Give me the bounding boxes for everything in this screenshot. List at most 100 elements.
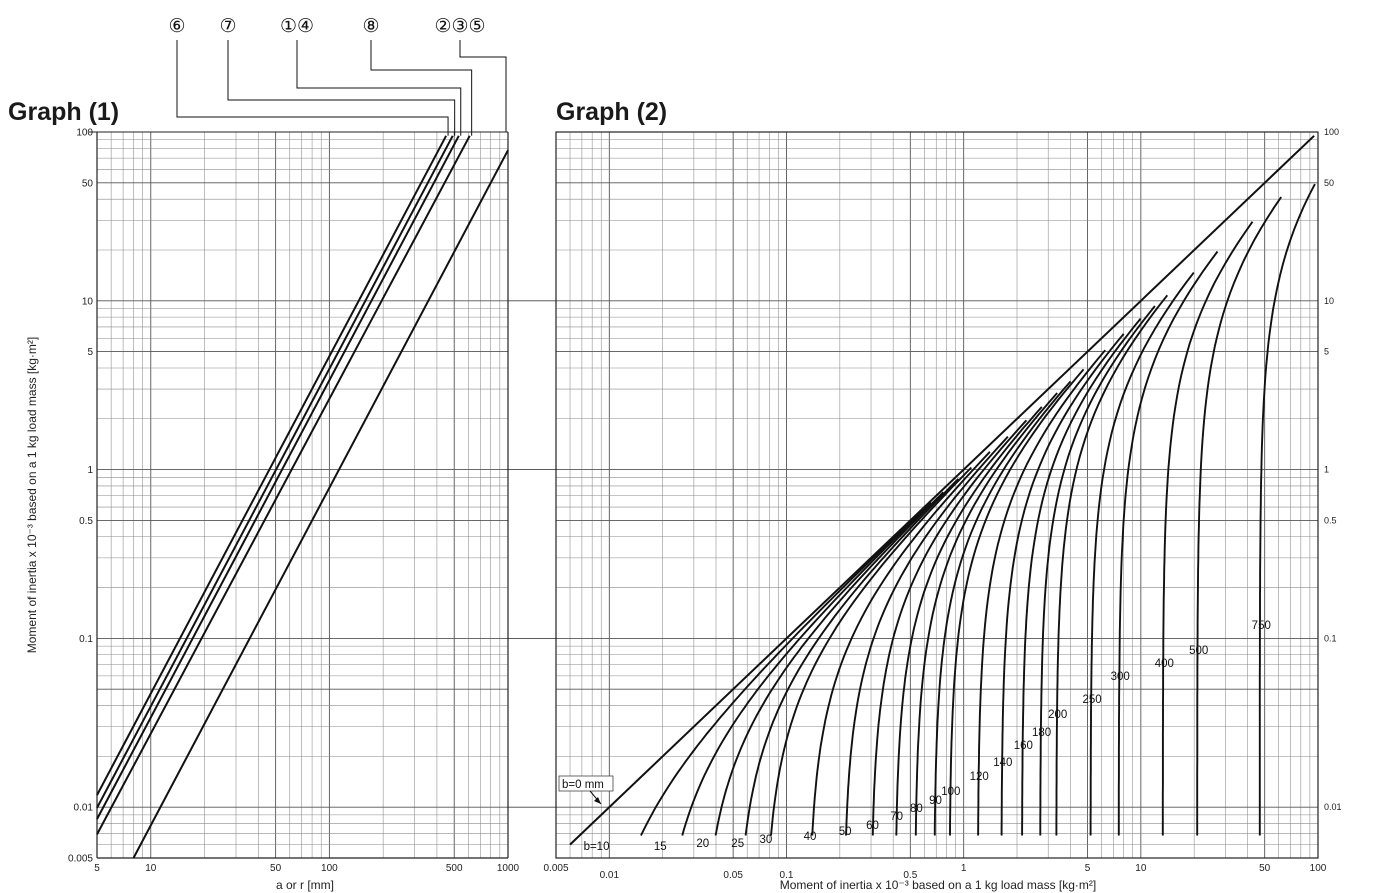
b0-annotation: b=0 mm (558, 775, 614, 805)
graph1-y-tick-label: 100 (76, 128, 93, 139)
graph2-x-tick-label: 100 (1310, 863, 1327, 874)
graph2-curve (1039, 305, 1156, 836)
graph2-curve-label: 30 (759, 834, 772, 846)
b0-annotation-label: b=0 mm (562, 779, 604, 791)
graph2-x-tick-label: 0.005 (543, 863, 568, 874)
graph1-x-tick-label: 5 (94, 863, 100, 874)
graph2-curve (811, 451, 991, 836)
graph2-curve (933, 380, 1072, 836)
center-scale-marks (508, 300, 556, 808)
graph2-curve-label: 400 (1155, 658, 1174, 670)
graph2-y-tick-label: 1 (1324, 465, 1329, 475)
leader-line (176, 40, 449, 136)
graph2-y-tick-label: 100 (1324, 127, 1339, 137)
graph2-curve (744, 478, 960, 836)
curve-marker-label: ⑧ (362, 15, 379, 37)
graph2-x-tick-label: 0.1 (780, 870, 794, 881)
leader-line (227, 40, 456, 136)
graph2-curve-label: 40 (804, 831, 817, 843)
graph2-y-tick-label: 5 (1324, 347, 1329, 357)
graph2-curve-label: 70 (890, 811, 903, 823)
graph2-curve (949, 368, 1085, 836)
graph1-y-tick-label: 0.5 (79, 516, 93, 527)
graph2-y-tick-label: 10 (1324, 296, 1334, 306)
graph2-curve (1000, 333, 1125, 836)
leader-line (459, 40, 507, 132)
graph2-curve (770, 466, 972, 836)
graph2-curve-label: 250 (1082, 694, 1101, 706)
graph2-curve-label: 160 (1014, 740, 1033, 752)
graph1-x-tick-label: 100 (321, 863, 338, 874)
graph1-x-tick-label: 500 (446, 863, 463, 874)
graph2-grid (555, 131, 1319, 859)
graph2-curve-b0 (569, 135, 1315, 846)
curve-marker-label: ②③⑤ (434, 15, 485, 37)
graph2-x-tick-label: 1 (961, 863, 967, 874)
graph2-curve (1089, 272, 1195, 836)
graph2-curves (569, 135, 1316, 846)
graph2-x-tick-label: 5 (1085, 863, 1091, 874)
graph2-curve-label: 200 (1048, 709, 1067, 721)
graph2-curve (845, 435, 1009, 836)
graph1-title: Graph (1) (8, 98, 119, 126)
graph2-border (555, 131, 1319, 859)
graph2-curve-label: 80 (910, 803, 923, 815)
graph2-curve-label: 15 (654, 841, 667, 853)
graph2-curve-label: 90 (929, 795, 942, 807)
graph1-x-tick-label: 50 (270, 863, 282, 874)
graph1-y-tick-label: 50 (82, 178, 94, 189)
graph1-y-axis-label: Moment of inertia x 10⁻³ based on a 1 kg… (25, 337, 39, 653)
graph2-curve-label: 140 (993, 757, 1012, 769)
graph1-x-axis-label: a or r [mm] (276, 878, 334, 892)
graph2-y-tick-label: 0.01 (1324, 802, 1342, 812)
graph1-x-tick-label: 10 (145, 863, 157, 874)
graph2-curve-label: 20 (696, 838, 709, 850)
graph2-y-tick-label: 0.1 (1324, 633, 1337, 643)
graph2-curve (1021, 318, 1142, 836)
curve-marker-label: ⑥ (168, 15, 185, 37)
graph2-x-tick-label: 0.01 (600, 870, 620, 881)
graph1-leader-lines: ⑥ ⑦ ①④ ⑧ ②③⑤ (168, 15, 507, 136)
graph2-x-tick-label: 0.5 (903, 870, 917, 881)
graph2-curve (1258, 183, 1316, 836)
graph1-curves (96, 135, 509, 859)
graph2-curve-label: b=10 (584, 841, 610, 853)
graph2-y-tick-label: 50 (1324, 178, 1334, 188)
graph2-curve-label: 120 (970, 771, 989, 783)
graph1-y-tick-label: 10 (82, 296, 94, 307)
graph2-curve (895, 406, 1043, 836)
graph2-curve (640, 514, 918, 836)
graph1-curve (96, 135, 471, 835)
graph2-curve (1055, 294, 1169, 836)
graph2-curve-label: 25 (731, 838, 744, 850)
graph2-curve (1196, 196, 1282, 836)
graph2-x-tick-label: 0.05 (723, 870, 743, 881)
curve-marker-label: ①④ (280, 15, 314, 37)
graph2-curve (914, 392, 1058, 836)
graph2-curve-label: 500 (1189, 645, 1208, 657)
graph2-curve (1117, 250, 1219, 836)
graph1-curve (96, 135, 447, 796)
graph2-y-tick-label: 0.5 (1324, 515, 1337, 525)
graph2-curve-label: 180 (1032, 727, 1051, 739)
graph1-frame (89, 131, 509, 859)
leader-line (370, 40, 473, 136)
graph2-curve-label: 60 (866, 820, 879, 832)
graph1-curve (132, 149, 509, 859)
graph1-curve (96, 135, 460, 820)
curve-marker-label: ⑦ (219, 15, 236, 37)
graph2-curve-label: 300 (1111, 671, 1130, 683)
graph2-title: Graph (2) (556, 98, 667, 126)
graph1-grid (96, 131, 509, 859)
graph1-y-tick-label: 0.1 (79, 634, 93, 645)
graph2-curve (714, 491, 945, 836)
leader-line (296, 40, 462, 136)
graph2-curve (1161, 221, 1254, 836)
graph2-frame (555, 131, 1319, 859)
graph2-curve-label: 50 (839, 826, 852, 838)
graph2-x-tick-label: 10 (1135, 863, 1147, 874)
graph1-y-tick-label: 1 (87, 465, 93, 476)
